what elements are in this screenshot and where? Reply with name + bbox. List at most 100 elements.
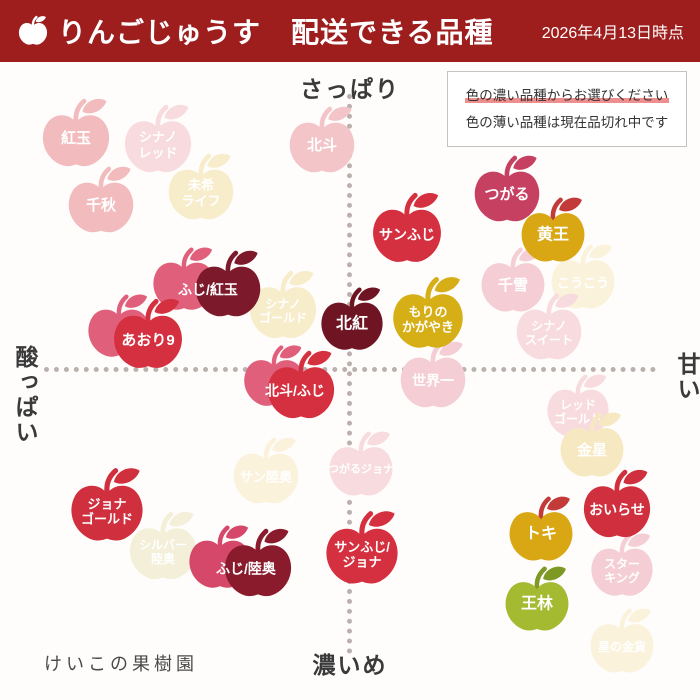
apple-label: 北斗/ふじ (265, 382, 325, 399)
apple-variety[interactable]: トキ (503, 492, 579, 568)
apple-label: つがるジョナ (328, 463, 394, 476)
vertical-axis-dotted-line (347, 94, 352, 654)
apple-label: レッド ゴールド (553, 398, 602, 427)
apple-label: おいらせ (589, 501, 645, 518)
apple-variety: 未希 ライフ (162, 149, 240, 227)
apple-label: こうこう (557, 275, 610, 291)
apple-icon (329, 431, 393, 496)
apple-icon (195, 250, 261, 317)
apple-icon (289, 106, 355, 173)
apple-variety: シナノ レッド (118, 100, 198, 180)
apple-label: 黄王 (537, 226, 570, 244)
apple-icon (129, 511, 197, 579)
apple-icon (224, 528, 292, 596)
apple-label: サンふじ (379, 226, 435, 243)
apple-icon (590, 608, 654, 673)
apple-variety[interactable]: サンふじ (366, 188, 448, 270)
apple-variety[interactable]: 王林 (499, 562, 575, 638)
apple-icon (124, 104, 192, 172)
apple-label: 北斗 (306, 137, 337, 155)
apple-label: 世界一 (412, 372, 454, 389)
apple-label: シナノ スイート (524, 319, 573, 348)
apple-variety: 紅玉 (36, 94, 116, 174)
apple-icon (326, 511, 398, 584)
apple-variety: シルバー 陸奥 (123, 507, 203, 587)
page-title: 配送できる品種 (291, 17, 494, 48)
apple-label: シルバー 陸奥 (138, 538, 187, 567)
apple-variety[interactable]: 黄王 (515, 193, 591, 269)
apple-label: 紅玉 (60, 130, 91, 148)
apple-icon (591, 533, 653, 596)
apple-icon (505, 566, 569, 631)
axis-label-bottom: 濃いめ (312, 652, 388, 678)
app-header: りんごじゅうす 配送できる品種 2026年4月13日時点 (0, 0, 700, 62)
stock-notice: 色の濃い品種からお選びください 色の薄い品種は現在品切れ中です (447, 71, 687, 147)
apple-variety[interactable]: ジョナ ゴールド (64, 463, 150, 549)
apple-variety[interactable]: おいらせ (577, 465, 657, 545)
apple-variety: 世界一 (394, 337, 472, 415)
apple-variety: シナノ スイート (510, 289, 588, 367)
apple-icon (583, 469, 651, 537)
apple-icon (71, 468, 143, 541)
apple-label: サンふじ/ジョナ (334, 539, 390, 571)
apple-label: 王林 (521, 595, 554, 613)
apple-icon (249, 270, 317, 338)
apple-icon (42, 98, 110, 166)
apple-variety[interactable]: 北斗/ふじ (261, 346, 341, 426)
apple-icon (321, 287, 383, 350)
apple-variety[interactable]: あおり9 (107, 294, 189, 376)
apple-icon (168, 153, 234, 220)
apple-icon (521, 197, 585, 262)
apple-icon (267, 350, 335, 418)
apple-label: もりの かがやき (401, 304, 454, 336)
apple-icon (233, 437, 299, 504)
apple-label: ふじ/紅玉 (178, 281, 238, 298)
farm-name: けいこの果樹園 (44, 654, 198, 675)
apple-label: 星の金貨 (598, 640, 647, 655)
apple-label: トキ (525, 525, 558, 543)
apple-variety[interactable]: 北紅 (315, 283, 389, 357)
apple-label: つがる (484, 186, 530, 204)
apple-variety: 金星 (554, 408, 630, 484)
apple-variety[interactable]: もりの かがやき (386, 272, 470, 356)
apple-logo-icon (16, 14, 50, 48)
apple-variety: 星の金貨 (584, 604, 660, 680)
apple-icon (516, 293, 582, 360)
apple-icon (68, 166, 134, 233)
brand-title: りんごじゅうす (58, 17, 262, 48)
apple-label: シナノ レッド (138, 129, 178, 161)
apple-variety: 千雪 (475, 243, 551, 319)
apple-label: ふじ/陸奥 (216, 560, 276, 577)
axis-label-right: 甘い (674, 352, 700, 402)
apple-icon (474, 155, 540, 222)
axis-label-left: 酸っぱい (12, 345, 38, 445)
apple-icon (393, 277, 463, 348)
horizontal-axis-dotted-line (44, 367, 656, 372)
apple-variety: スター キング (585, 529, 659, 603)
apple-label: シナノ ゴールド (258, 297, 307, 326)
apple-variety: 北斗 (283, 102, 361, 180)
apple-label: 北紅 (335, 315, 368, 333)
apple-variety: 千秋 (62, 162, 140, 240)
apple-label: 金星 (577, 442, 608, 460)
apple-label: 千秋 (85, 197, 116, 215)
axis-label-top: さっぱり (300, 76, 400, 102)
apple-label: スター キング (603, 557, 640, 586)
apple-variety: つがるジョナ (323, 427, 399, 503)
apple-variety[interactable]: ふじ/陸奥 (216, 524, 298, 604)
stock-notice-line1: 色の濃い品種からお選びください (464, 88, 670, 103)
apple-label: サン陸奥 (239, 469, 292, 485)
date-note: 2026年4月13日時点 (541, 25, 684, 42)
apple-variety: サン陸奥 (227, 433, 305, 511)
apple-variety[interactable]: ふじ/紅玉 (178, 246, 267, 324)
apple-icon (373, 193, 441, 263)
apple-icon (509, 496, 573, 561)
apple-label: 千雪 (498, 277, 529, 295)
apple-label: 未希 ライフ (181, 177, 221, 209)
apple-icon (560, 412, 624, 477)
stock-notice-line2: 色の薄い品種は現在品切れ中です (465, 115, 669, 130)
apple-variety: シナノ ゴールド (243, 266, 323, 346)
apple-variety[interactable]: つがる (468, 151, 546, 229)
apple-variety[interactable]: サンふじ/ジョナ (319, 506, 405, 592)
